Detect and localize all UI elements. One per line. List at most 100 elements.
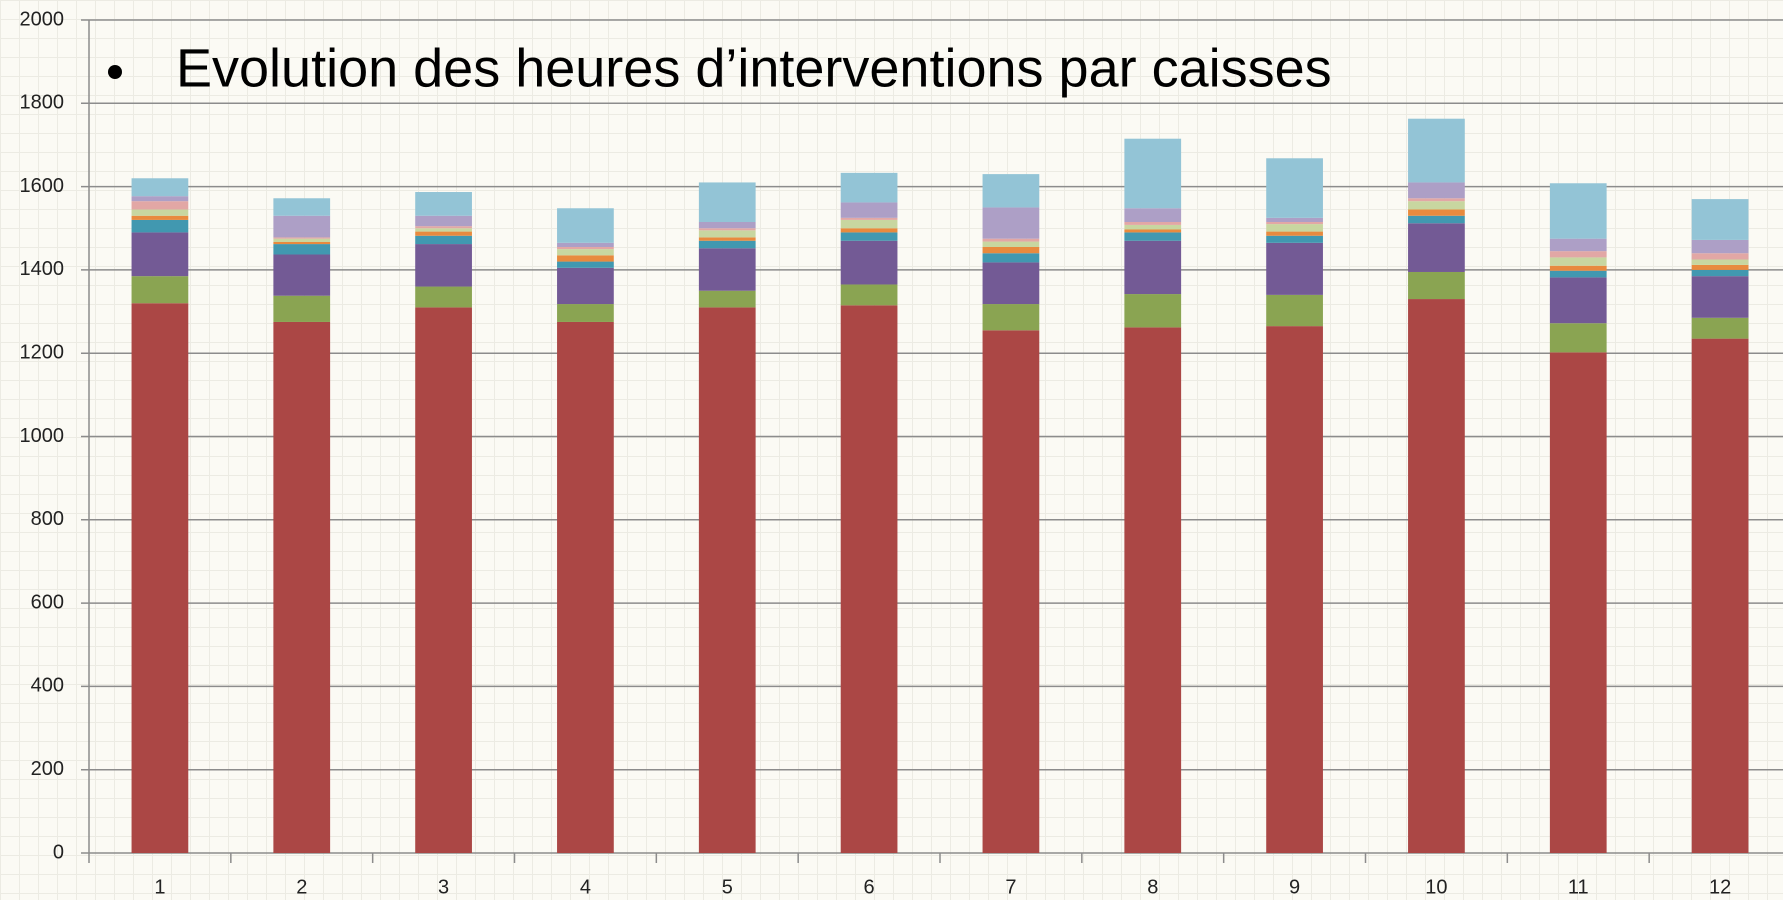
bar-segment (415, 228, 472, 232)
bar-segment (698, 230, 756, 238)
bar-segment (1266, 222, 1323, 225)
bar-segment (1691, 264, 1749, 270)
y-tick-label: 1200 (20, 341, 65, 363)
bar-segment (1549, 352, 1607, 853)
bar-segment (840, 217, 898, 220)
bar-segment (273, 198, 331, 216)
bar-segment (840, 172, 898, 203)
x-tick-label: 8 (1147, 876, 1158, 898)
bar-segment (131, 215, 189, 220)
bar-segment (1691, 259, 1749, 265)
bar-segment (131, 303, 189, 854)
bar-segment (273, 238, 331, 242)
y-tick-label: 200 (31, 758, 64, 780)
bar-segment (1408, 118, 1465, 183)
bar-segment (557, 304, 614, 322)
bar-segment (1549, 238, 1607, 252)
y-tick-label: 400 (31, 675, 64, 697)
bar-segment (273, 241, 331, 245)
bar-segment (1266, 224, 1323, 232)
bar-segment (1266, 294, 1323, 327)
x-tick-label: 6 (864, 876, 875, 898)
bar-segment (982, 246, 1040, 254)
bar-segment (1266, 217, 1323, 223)
bar-segment (1691, 276, 1749, 318)
bar-segment (1549, 265, 1607, 271)
bar-segment (698, 290, 756, 308)
bar-segment (1124, 240, 1182, 295)
bar-segment (131, 232, 189, 277)
bar-segment (1266, 326, 1323, 853)
x-tick-label: 1 (154, 876, 165, 898)
bar-segment (1691, 253, 1749, 260)
y-tick-label: 1000 (20, 425, 65, 447)
bar-segment (698, 222, 756, 229)
bar-segment (1549, 257, 1607, 266)
y-tick-label: 2000 (20, 8, 65, 30)
bar-segment (1408, 201, 1465, 210)
bar-segment (1691, 199, 1749, 240)
bar-segment (1124, 294, 1182, 328)
bar-segment (1549, 251, 1607, 258)
bar-segment (557, 208, 614, 243)
bar-segment (1549, 270, 1607, 278)
bar-segment (1408, 198, 1465, 202)
bar-segment (1266, 231, 1323, 236)
bar-segment (982, 330, 1040, 854)
bar-segment (131, 201, 189, 210)
bar-segment (273, 321, 331, 853)
bar-segment (1266, 235, 1323, 243)
bar-segment (415, 307, 472, 853)
bar-segment (1124, 229, 1182, 233)
bar-segment (698, 228, 756, 231)
bar-segment (1549, 277, 1607, 324)
bar-segment (982, 174, 1040, 208)
bar-segment (273, 237, 331, 239)
bar-segment (557, 246, 614, 250)
bar-segment (273, 244, 331, 255)
bar-segment (1691, 317, 1749, 339)
bar-segment (982, 262, 1040, 305)
chart-title: Evolution des heures d’interventions par… (176, 38, 1332, 98)
bar-segment (698, 182, 756, 223)
bar-segment (1691, 338, 1749, 853)
bar-segment (557, 321, 614, 853)
bar-segment (840, 240, 898, 285)
bar-segment (415, 192, 472, 216)
bar-segment (131, 276, 189, 304)
y-tick-label: 600 (31, 591, 64, 613)
bar-segment (698, 307, 756, 853)
x-tick-label: 4 (580, 876, 591, 898)
bar-segment (557, 255, 614, 262)
bar-segment (131, 178, 189, 197)
bar-segment (557, 267, 614, 305)
bar-segment (415, 215, 472, 227)
bar-segment (1124, 138, 1182, 209)
bar-segment (557, 249, 614, 256)
y-tick-label: 1600 (20, 175, 65, 197)
bar-segment (1124, 327, 1182, 853)
bar-segment (840, 202, 898, 218)
y-tick-label: 1400 (20, 258, 65, 280)
bar-segment (840, 228, 898, 233)
bar-segment (415, 231, 472, 236)
bar-segment (698, 240, 756, 249)
bar-segment (982, 304, 1040, 331)
bar-segment (1124, 224, 1182, 230)
bar-segment (131, 196, 189, 202)
bar-segment (415, 286, 472, 308)
bar-segment (273, 295, 331, 322)
bar-segment (1408, 182, 1465, 199)
bar-segment (982, 238, 1040, 242)
bar-segment (698, 248, 756, 291)
bar-segment (1266, 158, 1323, 218)
bar-segment (1124, 222, 1182, 225)
x-tick-label: 3 (438, 876, 449, 898)
bar-segment (840, 305, 898, 853)
bar-segment (1266, 242, 1323, 295)
bar-segment (273, 215, 331, 238)
bar-segment (1408, 215, 1465, 224)
bar-segment (415, 244, 472, 287)
